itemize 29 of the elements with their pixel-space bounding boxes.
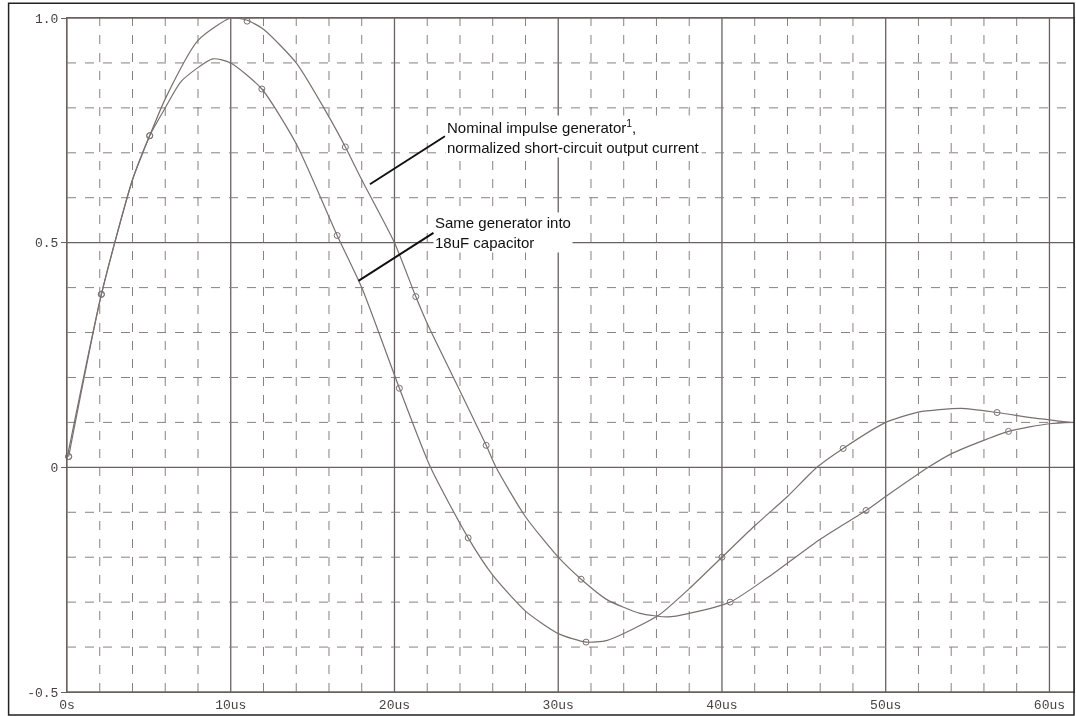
- point: [862, 506, 870, 514]
- point: [993, 409, 1001, 417]
- point: [839, 444, 847, 452]
- point: [395, 384, 403, 392]
- x-tick-label: 50us: [870, 697, 902, 713]
- y-tick-label: 0: [50, 460, 59, 476]
- point: [482, 441, 490, 449]
- x-tick-label: 0s: [59, 697, 75, 713]
- point: [243, 17, 251, 25]
- x-tick-label: 10us: [215, 697, 247, 713]
- point: [464, 534, 472, 542]
- annotation: Same generator into 18uF capacitor: [435, 214, 571, 251]
- point: [1005, 427, 1012, 435]
- y-tick-label: 1.0: [34, 11, 59, 27]
- x-tick-label: 20us: [378, 697, 411, 713]
- y-tick-label: -0.5: [27, 685, 59, 701]
- x-tick-label: 60us: [1033, 697, 1066, 713]
- point: [341, 143, 349, 151]
- point: [258, 85, 266, 93]
- point: [726, 598, 734, 606]
- point: [577, 575, 585, 583]
- point: [412, 293, 420, 301]
- x-tick-label: 30us: [542, 697, 574, 713]
- x-tick-label: 40us: [706, 697, 738, 713]
- point: [333, 231, 341, 239]
- y-tick-label: 0.5: [34, 236, 59, 252]
- annotation: Nominal impulse generator$^{1}$, normalized short-circuit output current: [447, 117, 700, 156]
- point: [718, 553, 726, 561]
- point: [582, 638, 590, 646]
